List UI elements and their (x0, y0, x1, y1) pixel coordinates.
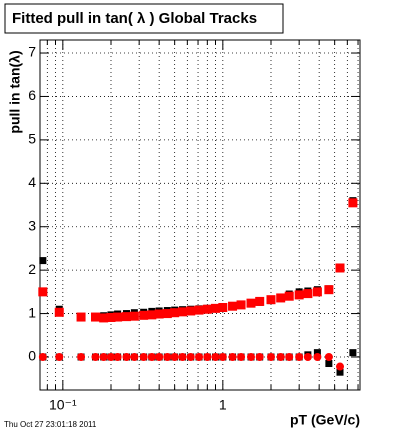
data-point (139, 310, 149, 320)
data-point (90, 312, 100, 322)
y-tick-label: 0 (28, 348, 36, 364)
data-point (218, 302, 228, 312)
y-axis-label: pull in tan(λ) (7, 50, 23, 133)
plot-frame (39, 39, 361, 391)
footer: Thu Oct 27 23:01:18 2011 (4, 420, 97, 429)
data-point (276, 352, 285, 361)
x-tick-label: 10⁻¹ (49, 397, 77, 413)
data-point (211, 303, 221, 313)
data-point (129, 311, 139, 321)
data-point (266, 295, 276, 305)
data-point (228, 352, 237, 361)
chart-title: Fitted pull in tan( λ ) Global Tracks (12, 10, 257, 27)
data-point (170, 352, 179, 361)
data-point (246, 298, 256, 308)
data-point (313, 352, 322, 361)
data-point (255, 296, 265, 306)
y-tick-label: 2 (28, 261, 36, 277)
data-point (312, 287, 322, 297)
data-point (336, 368, 344, 376)
data-point (38, 287, 48, 297)
data-point (237, 352, 246, 361)
data-point (55, 352, 64, 361)
data-point (348, 198, 358, 208)
data-point (162, 309, 172, 319)
data-point (324, 285, 334, 295)
data-point (139, 352, 148, 361)
data-point (186, 352, 195, 361)
data-point (121, 312, 131, 322)
data-point (295, 352, 304, 361)
data-point (349, 349, 357, 357)
data-point (285, 352, 294, 361)
data-point (38, 352, 47, 361)
data-point (147, 352, 156, 361)
data-point (211, 352, 220, 361)
y-tick-label: 1 (28, 304, 36, 320)
data-point (106, 352, 115, 361)
y-tick-label: 7 (28, 44, 36, 60)
data-point (113, 312, 123, 322)
data-point (54, 307, 64, 317)
data-point (218, 352, 227, 361)
data-point (113, 352, 122, 361)
y-tick-label: 5 (28, 131, 36, 147)
data-point (154, 309, 164, 319)
data-point (39, 257, 47, 265)
y-tick-label: 4 (28, 174, 36, 190)
data-point (294, 290, 304, 300)
y-tick-label: 6 (28, 87, 36, 103)
data-point (163, 352, 172, 361)
data-point (336, 362, 345, 371)
data-point (99, 352, 108, 361)
data-point (325, 360, 333, 368)
x-tick-label: 1 (219, 397, 227, 413)
data-point (203, 352, 212, 361)
data-point (284, 291, 294, 301)
data-point (303, 352, 312, 361)
data-point (194, 305, 204, 315)
data-point (266, 352, 275, 361)
x-axis-label: pT (GeV/c) (290, 412, 360, 428)
data-point (91, 352, 100, 361)
data-point (155, 352, 164, 361)
data-point (147, 310, 157, 320)
data-point (186, 306, 196, 316)
y-tick-label: 3 (28, 217, 36, 233)
data-point (99, 313, 109, 323)
data-point (324, 352, 333, 361)
data-point (313, 349, 321, 357)
data-point (276, 293, 286, 303)
data-point (335, 263, 345, 273)
title-box (4, 3, 284, 34)
data-point (122, 352, 131, 361)
data-point (202, 304, 212, 314)
data-point (178, 307, 188, 317)
data-point (77, 352, 86, 361)
data-point (228, 301, 238, 311)
data-point (195, 352, 204, 361)
data-point (255, 352, 264, 361)
data-point (76, 312, 86, 322)
data-point (130, 352, 139, 361)
data-point (247, 352, 256, 361)
data-point (170, 308, 180, 318)
data-point (178, 352, 187, 361)
data-point (303, 289, 313, 299)
data-point (236, 300, 246, 310)
data-point (106, 312, 116, 322)
